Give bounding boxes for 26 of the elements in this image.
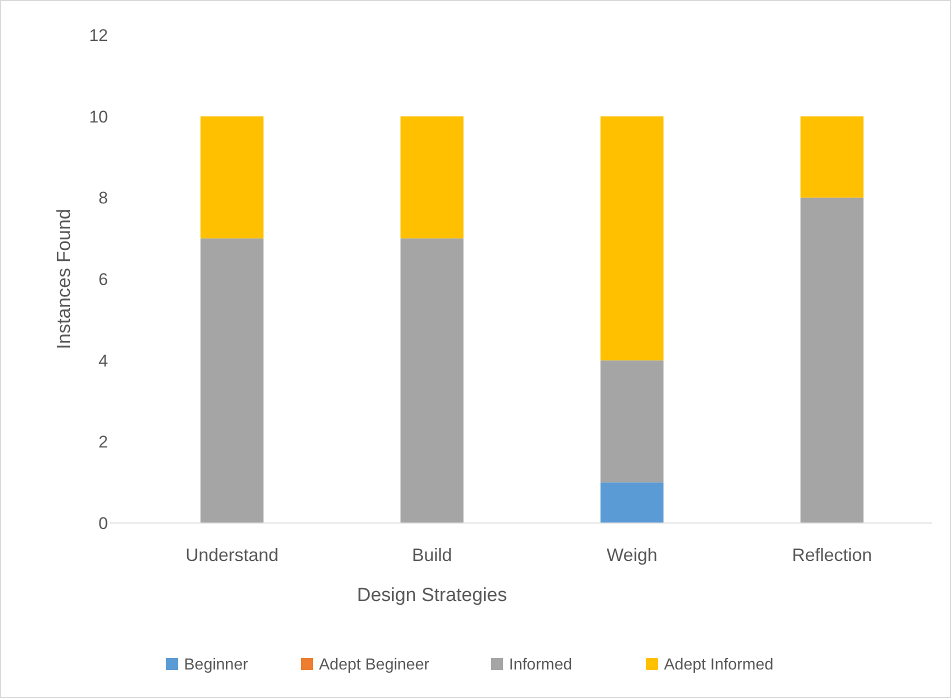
legend-label: Adept Informed [664, 656, 774, 674]
y-axis-title: Instances Found [54, 208, 75, 350]
legend-label: Informed [509, 656, 572, 674]
bar [800, 116, 864, 198]
y-tick-label: 8 [98, 188, 108, 208]
y-tick-label: 10 [89, 107, 108, 126]
bar [600, 360, 664, 482]
bar [400, 238, 464, 523]
y-tick-label: 2 [98, 432, 108, 452]
x-tick-label: Understand [185, 545, 279, 565]
legend-label: Beginner [184, 656, 249, 674]
bar [200, 116, 264, 238]
y-tick-label: 4 [98, 351, 108, 370]
x-tick-label: Build [412, 545, 452, 565]
legend-label: Adept Begineer [319, 656, 430, 674]
x-tick-label: Weigh [606, 545, 658, 565]
bar [800, 198, 864, 523]
y-tick-label: 12 [89, 26, 108, 45]
x-tick-label: Reflection [792, 545, 872, 565]
x-axis-title: Design Strategies [357, 585, 507, 606]
bar [400, 116, 464, 238]
bar [200, 238, 264, 523]
bar [600, 116, 664, 360]
y-tick-label: 0 [98, 514, 108, 533]
y-tick-label: 6 [98, 270, 108, 289]
bar [600, 482, 664, 523]
